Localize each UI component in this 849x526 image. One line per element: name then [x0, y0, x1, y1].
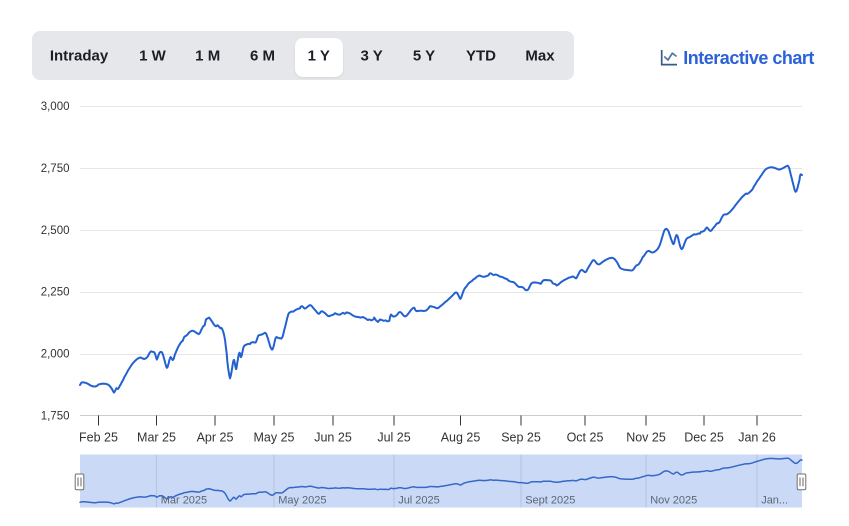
svg-text:Feb 25: Feb 25	[79, 431, 118, 445]
svg-text:Nov 25: Nov 25	[626, 431, 666, 445]
svg-text:Jul 25: Jul 25	[377, 431, 410, 445]
svg-text:Sep 25: Sep 25	[501, 431, 541, 445]
svg-text:Jan 26: Jan 26	[738, 431, 776, 445]
svg-text:Jan...: Jan...	[761, 495, 788, 507]
svg-text:Mar 2025: Mar 2025	[161, 495, 207, 507]
svg-text:2,250: 2,250	[41, 287, 70, 299]
svg-text:May 2025: May 2025	[278, 495, 326, 507]
svg-text:Oct 25: Oct 25	[567, 431, 604, 445]
svg-text:Apr 25: Apr 25	[197, 431, 234, 445]
svg-text:Jul 2025: Jul 2025	[398, 495, 440, 507]
svg-text:1,750: 1,750	[41, 411, 70, 423]
svg-text:Dec 25: Dec 25	[684, 431, 724, 445]
svg-text:Jun 25: Jun 25	[314, 431, 352, 445]
svg-text:Aug 25: Aug 25	[441, 431, 481, 445]
svg-text:Mar 25: Mar 25	[137, 431, 176, 445]
svg-text:3,000: 3,000	[41, 101, 70, 113]
svg-text:2,750: 2,750	[41, 163, 70, 175]
svg-text:Nov 2025: Nov 2025	[650, 495, 697, 507]
svg-text:Sept 2025: Sept 2025	[525, 495, 575, 507]
svg-text:2,000: 2,000	[41, 349, 70, 361]
svg-text:May 25: May 25	[254, 431, 295, 445]
svg-text:2,500: 2,500	[41, 225, 70, 237]
